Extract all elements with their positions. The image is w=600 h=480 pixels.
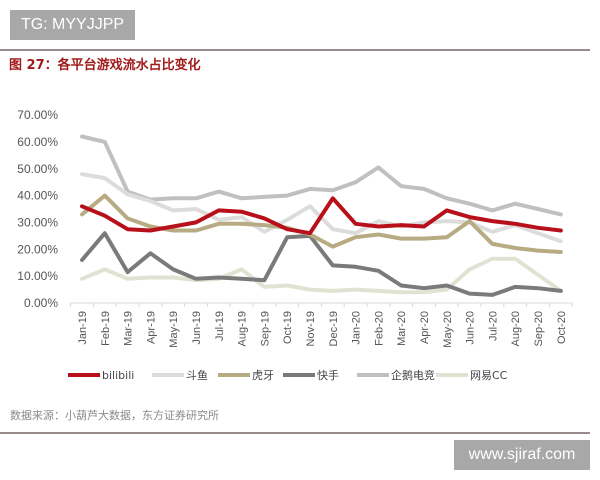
x-tick-label: Apr-20 bbox=[419, 311, 431, 344]
x-tick-label: Aug-20 bbox=[510, 311, 522, 346]
x-tick-label: Oct-19 bbox=[282, 311, 294, 344]
x-tick-label: Dec-19 bbox=[328, 311, 340, 346]
legend-label: 企鹅电竞 bbox=[391, 368, 435, 382]
x-tick-label: Mar-20 bbox=[396, 311, 408, 346]
legend-item: 斗鱼 bbox=[152, 368, 208, 382]
x-tick-label: Feb-20 bbox=[373, 311, 385, 346]
y-tick-label: 50.00% bbox=[17, 162, 58, 176]
legend-label: 斗鱼 bbox=[186, 368, 208, 382]
x-tick-label: Aug-19 bbox=[237, 311, 249, 346]
data-source-note: 数据来源：小葫芦大数据，东方证券研究所 bbox=[10, 409, 219, 422]
line-chart: 0.00% 10.00% 20.00% 30.00% 40.00% 50.00% 60.00… bbox=[17, 108, 573, 382]
top-divider bbox=[0, 49, 590, 51]
y-tick-label: 40.00% bbox=[17, 189, 58, 203]
legend-label: 虎牙 bbox=[252, 369, 274, 382]
legend-item: 企鹅电竞 bbox=[357, 368, 435, 382]
x-tick-label: Jul-19 bbox=[214, 311, 226, 341]
y-tick-label: 20.00% bbox=[17, 242, 58, 256]
legend-item: 网易CC bbox=[436, 369, 508, 382]
x-tick-label: Jun-20 bbox=[465, 311, 477, 345]
x-tick-label: May-20 bbox=[442, 311, 454, 348]
x-tick-label: Apr-19 bbox=[145, 311, 157, 344]
x-tick-label: Jan-19 bbox=[77, 311, 89, 345]
x-tick-label: Feb-19 bbox=[100, 311, 112, 346]
y-tick-label: 70.00% bbox=[17, 108, 58, 122]
bottom-divider bbox=[0, 432, 590, 434]
watermark-top: TG: MYYJJPP bbox=[10, 10, 135, 40]
x-tick-label: Oct-20 bbox=[556, 311, 568, 344]
series-line bbox=[80, 134, 563, 217]
x-tick-label: Mar-19 bbox=[123, 311, 135, 346]
y-tick-label: 60.00% bbox=[17, 135, 58, 149]
x-tick-label: Sep-19 bbox=[259, 311, 271, 346]
x-tick-label: Nov-19 bbox=[305, 311, 317, 346]
legend-label: 网易CC bbox=[470, 369, 508, 382]
x-tick-label: Jul-20 bbox=[487, 311, 499, 341]
figure-title: 图 27：各平台游戏流水占比变化 bbox=[9, 58, 201, 73]
y-tick-label: 0.00% bbox=[24, 296, 58, 310]
legend-item: 快手 bbox=[283, 368, 339, 382]
x-tick-label: Jun-19 bbox=[191, 311, 203, 345]
x-tick-label: Jan-20 bbox=[351, 311, 363, 345]
legend-label: 快手 bbox=[317, 368, 339, 382]
y-tick-label: 30.00% bbox=[17, 215, 58, 229]
legend-item: 虎牙 bbox=[218, 369, 274, 382]
series-line bbox=[80, 256, 563, 295]
x-tick-label: May-19 bbox=[168, 311, 180, 348]
legend-item: bilibili bbox=[68, 369, 134, 382]
series-line bbox=[80, 231, 563, 297]
x-tick-label: Sep-20 bbox=[533, 311, 545, 346]
series-line bbox=[80, 196, 563, 236]
y-tick-label: 10.00% bbox=[17, 269, 58, 283]
watermark-bottom: www.sjiraf.com bbox=[454, 440, 590, 470]
legend-label: bilibili bbox=[102, 369, 134, 382]
